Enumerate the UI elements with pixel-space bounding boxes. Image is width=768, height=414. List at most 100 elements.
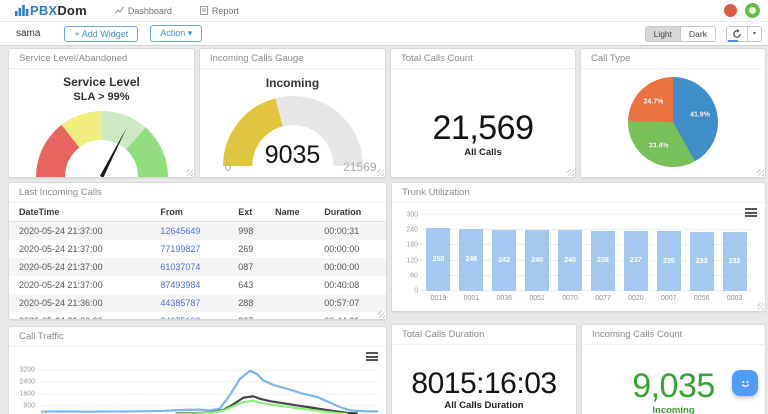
y-axis-tick: 2400	[19, 378, 35, 386]
trunk-bar[interactable]: 235	[656, 231, 681, 291]
table-row[interactable]: 2020-05-24 21:36:0084675108867 00:44:01	[9, 312, 386, 319]
widget-incoming-gauge: Incoming Calls Gauge Incoming 9035 0 215…	[199, 48, 386, 178]
cell-from[interactable]: 12645649	[160, 226, 201, 236]
cell-ext: 269	[238, 244, 254, 254]
nav-item-report[interactable]: Report	[199, 6, 239, 16]
service-level-sla: SLA > 99%	[73, 91, 130, 103]
widget-title[interactable]: Total Calls Count	[391, 49, 575, 69]
cell-from[interactable]: 87493984	[160, 280, 201, 290]
y-axis-tick: 60	[410, 272, 418, 280]
resize-handle[interactable]	[377, 169, 384, 176]
total-calls-caption: All Calls	[464, 146, 502, 158]
y-axis-tick: 0	[414, 287, 418, 295]
cell-duration: 00:44:01	[314, 312, 386, 319]
bar-value-label: 233	[695, 257, 708, 265]
widget-title[interactable]: Trunk Utilization	[392, 183, 765, 203]
incoming-gauge: 9035 0 21569	[222, 96, 377, 174]
widget-title[interactable]: Last Incoming Calls	[9, 183, 386, 203]
x-axis-label: 0003	[726, 295, 743, 302]
trunk-x-axis-labels: 0019 0001 0036 0051 0070 0077 0020 0007 0056 0003	[422, 295, 751, 302]
x-axis-label: 0020	[628, 295, 644, 302]
cell-ext: 867	[228, 312, 265, 319]
x-axis-label: 0051	[529, 295, 545, 302]
dark-theme-button[interactable]: Dark	[680, 25, 716, 42]
trunk-bar[interactable]: 237	[623, 230, 648, 291]
nav-item-dashboard[interactable]: Dashboard	[114, 6, 172, 16]
resize-handle[interactable]	[378, 311, 385, 318]
cell-from[interactable]: 61037074	[160, 262, 201, 272]
resize-handle[interactable]	[186, 169, 193, 176]
pie-slice-label: 33.4%	[648, 142, 669, 150]
trunk-bar[interactable]: 233	[689, 231, 714, 291]
trunk-bar[interactable]: 240	[525, 230, 550, 291]
x-axis-label: 0019	[430, 295, 447, 302]
widget-title[interactable]: Call Type	[581, 49, 765, 69]
cell-duration: 00:00:00	[324, 262, 360, 272]
column-header-name[interactable]: Name	[265, 203, 315, 222]
trunk-bar[interactable]: 246	[459, 228, 484, 291]
trunk-bar[interactable]: 240	[558, 230, 583, 291]
top-navbar: PBXDom Dashboard Report	[0, 0, 768, 22]
resize-handle[interactable]	[757, 169, 764, 176]
column-header-from[interactable]: From	[150, 203, 229, 222]
light-theme-button[interactable]: Light	[644, 25, 681, 42]
gridline	[422, 214, 751, 215]
gauge-value: 9035	[264, 141, 321, 169]
table-row[interactable]: 2020-05-24 21:37:00 87493984 643 00:40:08	[9, 276, 386, 294]
gauge-min: 0	[224, 160, 232, 174]
chart-menu-icon[interactable]	[745, 208, 757, 217]
widget-title[interactable]: Call Traffic	[9, 327, 386, 347]
cell-from[interactable]: 44385787	[160, 298, 201, 308]
widget-title[interactable]: Total Calls Duration	[392, 325, 576, 345]
gridline	[422, 259, 751, 261]
cell-ext: 643	[238, 280, 254, 290]
gridline	[422, 244, 751, 246]
trunk-bar[interactable]: 238	[590, 230, 615, 291]
cell-ext: 998	[238, 226, 254, 236]
trunk-bar[interactable]: 242	[492, 229, 517, 291]
column-header-datetime[interactable]: DateTime	[9, 203, 151, 222]
widget-call-type: Call Type 41.9%33.4%24.7% IncomingOutgoi…	[580, 48, 766, 178]
widget-title[interactable]: Incoming Calls Gauge	[200, 49, 385, 69]
pbxdom-logo[interactable]: PBXDom	[14, 3, 87, 18]
column-header-duration[interactable]: Duration	[314, 203, 386, 222]
cell-from[interactable]: 77199827	[160, 244, 201, 254]
cell-datetime: 2020-05-24 21:36:00	[9, 312, 150, 319]
bar-value-label: 240	[564, 257, 576, 265]
widget-title[interactable]: Service Level/Abandoned	[9, 49, 194, 69]
column-header-ext[interactable]: Ext	[228, 203, 266, 222]
cell-name	[265, 294, 314, 312]
table-row[interactable]: 2020-05-24 21:37:00 61037074 087 00:00:00	[9, 258, 386, 276]
resize-handle[interactable]	[567, 169, 574, 176]
table-row[interactable]: 2020-05-24 21:36:00 44385787 288 00:57:07	[9, 294, 386, 312]
bar-value-label: 246	[465, 256, 478, 264]
user-avatar[interactable]	[745, 3, 760, 18]
table-row[interactable]: 2020-05-24 21:37:00 77199827 269 00:00:00	[9, 240, 386, 258]
cell-datetime: 2020-05-24 21:37:00	[19, 280, 103, 290]
call-traffic-line-chart: 3200 2400 1600 800	[9, 361, 386, 414]
resize-handle[interactable]	[757, 303, 764, 310]
chart-menu-icon[interactable]	[366, 352, 378, 361]
cell-from[interactable]: 84675108	[150, 312, 228, 319]
trunk-bar[interactable]: 232	[722, 232, 747, 291]
cell-ext: 087	[238, 262, 254, 272]
trunk-bar[interactable]: 250	[426, 227, 451, 291]
cell-datetime: 2020-05-24 21:36:00	[19, 298, 103, 308]
line-chart-svg	[40, 369, 379, 414]
widget-title[interactable]: Incoming Calls Count	[582, 325, 765, 345]
action-button[interactable]: Action ▾	[150, 25, 203, 42]
traffic-series-line	[175, 399, 348, 414]
bar-value-label: 232	[728, 258, 741, 266]
chat-support-button[interactable]	[732, 370, 758, 396]
add-widget-button[interactable]: + Add Widget	[64, 25, 139, 42]
notification-icon[interactable]	[724, 4, 737, 17]
x-axis-label: 0070	[562, 295, 578, 302]
cell-duration: 00:57:07	[324, 298, 360, 308]
call-type-pie-chart[interactable]: 41.9% 33.4% 24.7%	[628, 77, 718, 167]
bar-value-label: 242	[498, 256, 511, 264]
cell-name	[265, 240, 314, 258]
refresh-interval-dropdown[interactable]: ▾	[746, 25, 762, 42]
brand-prefix: PBX	[30, 3, 58, 18]
table-row[interactable]: 2020-05-24 21:37:00 12645649 998 00:00:31	[9, 221, 386, 240]
